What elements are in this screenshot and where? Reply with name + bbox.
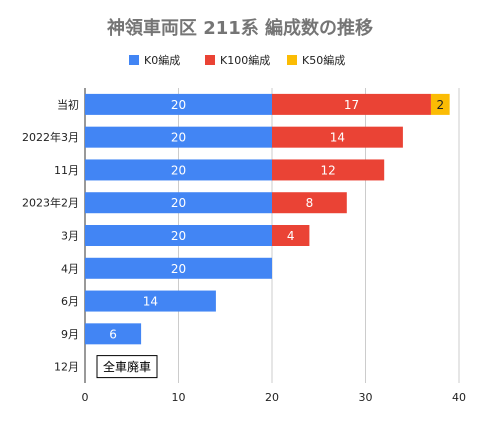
bar-value-label: 6: [109, 327, 117, 341]
annotation-box: [96, 355, 158, 379]
bar-value-label: 20: [171, 98, 186, 112]
bar: [430, 93, 450, 115]
category-label: 6月: [61, 295, 79, 308]
legend-label: K0編成: [144, 53, 180, 67]
bar: [85, 159, 272, 181]
bar-value-label: 20: [171, 262, 186, 276]
bars: 20 17 2 20 14 20 12 20 8 20 4 20 14 6: [85, 93, 450, 345]
bar-value-label: 17: [344, 98, 359, 112]
category-label: 2023年2月: [22, 196, 79, 210]
bar: [85, 257, 272, 279]
bar-value-label: 4: [287, 229, 295, 243]
x-tick-label: 20: [265, 391, 279, 404]
bar-value-label: 14: [330, 131, 345, 145]
bar: [272, 225, 310, 246]
annotation-group: 全車廃車: [96, 355, 158, 379]
bar-value-label: 14: [143, 295, 158, 309]
bar: [272, 126, 403, 148]
bar: [85, 192, 272, 214]
bar-value-label: 20: [171, 163, 186, 177]
legend-label: K50編成: [302, 53, 345, 67]
bar-value-label: 8: [306, 196, 314, 210]
bar: [85, 126, 272, 148]
category-label: 2022年3月: [22, 130, 79, 144]
x-axis-ticks: 0 10 20 30 40: [82, 391, 467, 404]
category-label: 12月: [54, 361, 79, 374]
legend-swatch: [205, 55, 215, 65]
chart-title: 神領車両区 211系 編成数の推移: [107, 17, 373, 39]
bar-value-label: 20: [171, 131, 186, 145]
bar: [85, 225, 272, 246]
bar: [85, 290, 216, 312]
bar-value-label: 12: [320, 163, 335, 177]
bar: [85, 93, 272, 115]
category-label: 9月: [61, 328, 79, 341]
bar: [272, 192, 347, 214]
category-label: 3月: [61, 230, 79, 243]
x-tick-label: 40: [452, 391, 466, 404]
category-label: 当初: [57, 97, 79, 111]
bar-value-label: 20: [171, 196, 186, 210]
bar-value-label: 2: [436, 98, 444, 112]
legend: K0編成 K100編成 K50編成: [129, 53, 345, 67]
category-labels: 当初 2022年3月 11月 2023年2月 3月 4月 6月 9月 12月: [22, 97, 79, 373]
x-tick-label: 0: [82, 391, 89, 404]
legend-swatch: [287, 55, 297, 65]
bar-value-label: 20: [171, 229, 186, 243]
bar: [85, 323, 142, 345]
category-label: 4月: [61, 262, 79, 275]
annotation-text: 全車廃車: [103, 359, 151, 374]
x-tick-label: 30: [359, 391, 373, 404]
x-tick-label: 10: [172, 391, 186, 404]
legend-swatch: [129, 55, 139, 65]
bar: [272, 159, 385, 181]
legend-label: K100編成: [220, 53, 270, 67]
category-label: 11月: [54, 164, 79, 177]
bar: [272, 93, 431, 115]
